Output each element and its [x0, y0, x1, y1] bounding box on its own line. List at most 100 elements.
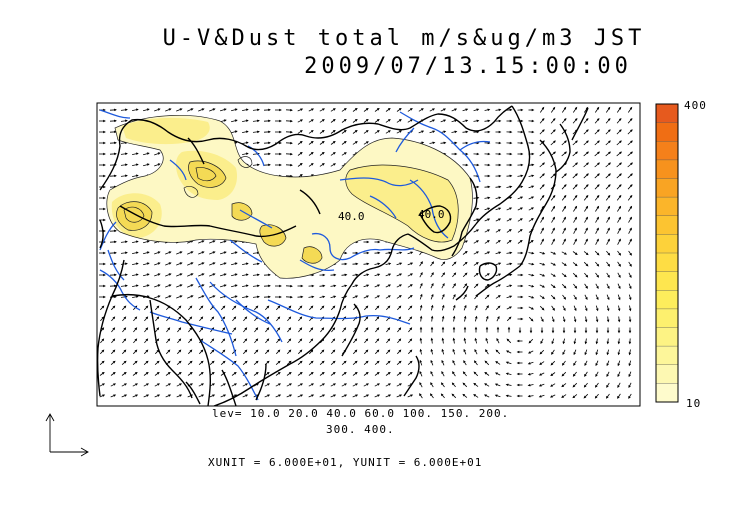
wind-arrow-head: [189, 371, 193, 375]
wind-arrow-head: [233, 360, 237, 364]
wind-arrow-head: [113, 229, 117, 233]
wind-arrow-head: [268, 163, 271, 167]
wind-arrow-head: [563, 106, 567, 110]
wind-arrow-head: [409, 371, 413, 375]
wind-arrow-head: [520, 251, 524, 255]
wind-arrow-head: [112, 316, 116, 320]
wind-arrow-head: [507, 326, 511, 330]
wind-arrow-head: [288, 360, 292, 364]
wind-arrow: [230, 130, 238, 134]
wind-arrow-head: [487, 185, 491, 189]
wind-arrow-head: [322, 273, 326, 277]
wind-arrow-head: [387, 371, 391, 375]
wind-arrow-head: [365, 327, 369, 331]
wind-arrow-head: [222, 349, 226, 353]
wind-arrow: [132, 263, 138, 265]
wind-arrow-head: [344, 383, 347, 386]
contour-levels-line-1: lev= 10.0 20.0 40.0 60.0 100. 150. 200.: [212, 407, 510, 420]
wind-arrow-head: [542, 162, 545, 166]
wind-arrow: [132, 285, 138, 287]
wind-arrow-head: [619, 173, 622, 176]
wind-arrow-head: [617, 308, 621, 312]
wind-arrow-head: [245, 295, 249, 299]
wind-arrow: [539, 129, 545, 135]
wind-arrow-head: [387, 107, 391, 111]
wind-arrow: [242, 142, 248, 144]
wind-arrow-head: [366, 284, 370, 287]
wind-arrow-head: [222, 316, 226, 320]
wind-arrow-head: [574, 227, 577, 231]
wind-arrow-head: [134, 327, 138, 331]
wind-arrow-head: [509, 174, 513, 178]
wind-arrow-head: [134, 371, 138, 375]
wind-arrow-head: [168, 251, 172, 254]
wind-arrow-head: [124, 119, 128, 123]
dust-level-20: [345, 165, 459, 243]
wind-arrow-head: [585, 252, 589, 256]
wind-arrow: [142, 108, 150, 112]
wind-arrow-head: [574, 194, 578, 198]
wind-arrow-head: [531, 196, 535, 199]
wind-arrow-head: [101, 327, 105, 331]
wind-arrow-head: [618, 238, 621, 242]
wind-arrow-head: [234, 273, 238, 276]
wind-arrow: [120, 241, 128, 243]
wind-arrow-head: [509, 284, 513, 288]
wind-arrow-head: [102, 383, 105, 386]
wind-arrow-head: [321, 360, 325, 364]
wind-arrow-head: [279, 141, 282, 145]
wind-arrow-head: [553, 129, 556, 132]
wind-arrow-head: [200, 371, 204, 375]
wind-arrow-head: [167, 360, 171, 364]
wind-arrow: [120, 296, 128, 298]
wind-arrow: [605, 162, 611, 168]
wind-arrow: [198, 262, 204, 266]
wind-arrow-head: [443, 119, 447, 122]
wind-arrow-head: [245, 394, 249, 397]
wind-arrow: [539, 151, 545, 157]
wind-arrow-head: [365, 118, 369, 122]
wind-arrow-head: [311, 108, 315, 111]
wind-arrow-head: [310, 360, 314, 364]
wind-arrow-head: [476, 163, 480, 167]
wind-arrow-head: [541, 194, 545, 198]
wind-arrow-head: [145, 371, 149, 375]
wind-arrow-head: [168, 273, 172, 276]
wind-arrow-head: [256, 163, 260, 167]
wind-arrow-head: [429, 393, 433, 397]
wind-arrow: [594, 184, 600, 190]
wind-arrow: [187, 284, 193, 288]
wind-arrow: [154, 295, 160, 299]
dust-level-40: [302, 246, 322, 264]
wind-arrow-head: [465, 152, 469, 156]
wind-arrow-head: [233, 305, 237, 309]
wind-arrow-head: [583, 395, 587, 399]
wind-arrow-head: [617, 319, 621, 323]
wind-arrow: [209, 251, 215, 255]
wind-arrow-head: [223, 284, 227, 287]
wind-arrow-head: [585, 216, 588, 220]
wind-arrow: [219, 284, 227, 288]
wind-arrow-head: [531, 174, 535, 178]
wind-arrow-head: [200, 327, 204, 331]
wind-arrow-head: [277, 305, 281, 309]
wind-arrow-head: [332, 349, 336, 353]
wind-arrow-head: [288, 316, 292, 320]
wind-arrow-head: [606, 363, 609, 367]
wind-arrow-head: [366, 251, 370, 255]
wind-arrow-head: [531, 207, 534, 210]
wind-arrow-head: [222, 360, 226, 364]
wind-arrow-head: [487, 196, 491, 200]
colorbar-min-label: 10: [686, 397, 702, 410]
wind-arrow-head: [113, 141, 117, 145]
wind-arrow-head: [103, 196, 106, 200]
wind-arrow-head: [333, 383, 336, 386]
wind-arrow-head: [211, 316, 215, 320]
wind-arrow: [595, 239, 599, 245]
wind-arrow: [583, 162, 589, 168]
wind-arrow-head: [552, 205, 556, 209]
wind-arrow: [154, 163, 160, 167]
wind-arrow-head: [103, 229, 106, 233]
wind-arrow-head: [244, 338, 248, 342]
wind-arrow-head: [596, 238, 599, 242]
